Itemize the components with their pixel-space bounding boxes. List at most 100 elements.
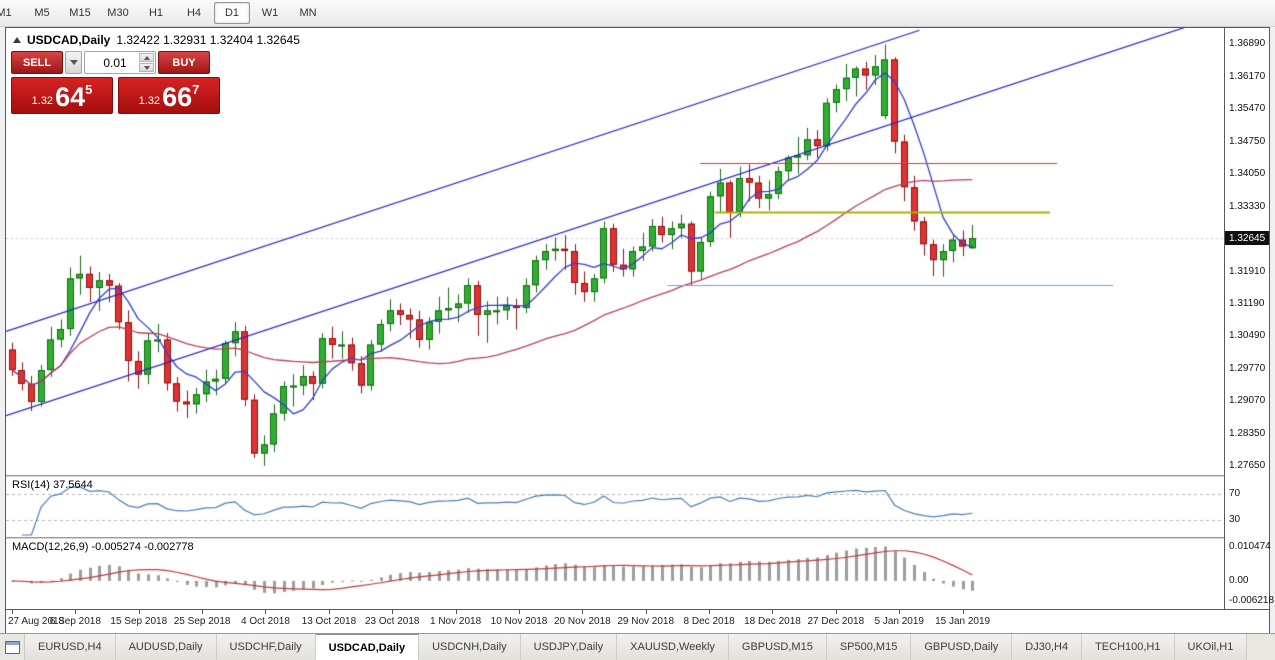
chart-symbol-title: USDCAD,Daily xyxy=(27,33,111,47)
chart-tab-gbpusd[interactable]: GBPUSD,Daily xyxy=(911,634,1013,660)
time-axis-tick xyxy=(709,610,710,614)
time-axis-label: 18 Dec 2018 xyxy=(744,616,801,627)
collapse-panel-icon[interactable] xyxy=(13,37,21,43)
time-axis-label: 6 Sep 2018 xyxy=(49,616,101,627)
time-axis-label: 10 Nov 2018 xyxy=(490,616,548,627)
sell-price-sup: 5 xyxy=(85,82,93,97)
sell-button[interactable]: SELL xyxy=(11,51,63,74)
chart-frame: USDCAD,Daily 1.32422 1.32931 1.32404 1.3… xyxy=(5,27,1274,634)
time-axis-label: 27 Aug 2018 xyxy=(8,616,65,627)
lot-decrease-button[interactable] xyxy=(139,63,154,72)
rsi-level-label: 30 xyxy=(1229,514,1241,526)
buy-button[interactable]: BUY xyxy=(158,51,210,74)
time-axis-label: 25 Sep 2018 xyxy=(173,616,231,627)
timeframe-button-m30[interactable]: M30 xyxy=(107,7,129,19)
time-axis-tick xyxy=(646,610,647,614)
time-axis-tick xyxy=(75,610,76,614)
panel-splitter[interactable] xyxy=(6,475,1269,477)
chart-tab-ukoil[interactable]: UKOil,H1 xyxy=(1174,634,1248,660)
chart-tab-audusd[interactable]: AUDUSD,Daily xyxy=(115,634,217,660)
time-axis[interactable]: 27 Aug 2018 6 Sep 2018 15 Sep 2018 25 Sep 2… xyxy=(6,609,1269,633)
chart-tab-usdchf[interactable]: USDCHF,Daily xyxy=(216,634,316,660)
panel-splitter[interactable] xyxy=(6,537,1269,539)
price-axis-label: 1.35470 xyxy=(1229,103,1266,115)
time-axis-tick xyxy=(899,610,900,614)
price-axis[interactable]: 1.36890 1.36170 1.35470 1.34750 1.34050 1.333… xyxy=(1224,28,1274,609)
price-axis-label: 1.34050 xyxy=(1229,167,1266,179)
macd-axis-label: 0.010474 xyxy=(1229,541,1271,552)
time-axis-tick xyxy=(202,610,203,614)
chart-tab-gbpusd[interactable]: GBPUSD,M15 xyxy=(728,634,827,660)
price-axis-label: 1.31190 xyxy=(1229,298,1265,310)
sell-price-big: 64 xyxy=(55,82,86,112)
time-axis-tick xyxy=(139,610,140,614)
time-axis-tick xyxy=(456,610,457,614)
rsi-level-label: 70 xyxy=(1229,487,1241,499)
price-axis-label: 1.36890 xyxy=(1229,38,1266,50)
price-axis-label: 1.29770 xyxy=(1229,363,1266,375)
sell-options-dropdown[interactable] xyxy=(65,51,82,74)
time-axis-label: 8 Dec 2018 xyxy=(683,616,735,627)
price-axis-label: 1.31910 xyxy=(1229,265,1266,277)
time-axis-label: 4 Oct 2018 xyxy=(240,616,290,627)
chart-header: USDCAD,Daily 1.32422 1.32931 1.32404 1.3… xyxy=(13,33,300,47)
chevron-down-icon xyxy=(69,60,78,65)
price-axis-label: 1.28350 xyxy=(1229,427,1266,439)
buy-price-tile[interactable]: 1.32 66 7 xyxy=(118,77,220,114)
chart-tab-usdcnh[interactable]: USDCNH,Daily xyxy=(419,634,521,660)
time-axis-tick xyxy=(519,610,520,614)
timeframe-button-h4[interactable]: H4 xyxy=(186,7,202,19)
timeframe-button-m5[interactable]: M5 xyxy=(34,7,50,19)
sell-price-tile[interactable]: 1.32 64 5 xyxy=(11,77,113,114)
chart-tab-usdjpy[interactable]: USDJPY,Daily xyxy=(520,634,618,660)
timeframe-button-m1[interactable]: M1 xyxy=(0,7,12,19)
price-axis-label: 1.34750 xyxy=(1229,136,1266,148)
time-axis-label: 20 Nov 2018 xyxy=(554,616,611,627)
rsi-header-label: RSI(14) 37.5644 xyxy=(12,479,93,491)
chevron-down-icon xyxy=(143,65,150,70)
time-axis-tick xyxy=(836,610,837,614)
chevron-up-icon xyxy=(143,55,150,60)
time-axis-tick xyxy=(265,610,266,614)
time-axis-label: 15 Jan 2019 xyxy=(935,616,991,627)
chart-ohlc-values: 1.32422 1.32931 1.32404 1.32645 xyxy=(116,33,300,47)
chart-tab-usdcad[interactable]: USDCAD,Daily xyxy=(315,634,420,660)
time-axis-label: 23 Oct 2018 xyxy=(364,616,420,627)
rsi-canvas[interactable] xyxy=(6,477,1224,537)
time-axis-label: 13 Oct 2018 xyxy=(301,616,357,627)
timeframe-button-mn[interactable]: MN xyxy=(299,7,317,19)
timeframe-toolbar: M1 M5 M15 M30 H1 H4 D1 W1 MN xyxy=(0,0,1275,27)
time-axis-tick xyxy=(963,610,964,614)
macd-canvas[interactable] xyxy=(6,539,1224,609)
buy-price-sup: 7 xyxy=(192,82,200,97)
time-axis-label: 27 Dec 2018 xyxy=(807,616,865,627)
time-axis-label: 15 Sep 2018 xyxy=(110,616,168,627)
lot-size-input[interactable] xyxy=(88,54,142,71)
chart-tab-eurusd[interactable]: EURUSD,H4 xyxy=(25,634,116,660)
window-glyph xyxy=(4,640,20,654)
timeframe-button-w1[interactable]: W1 xyxy=(261,7,279,19)
timeframe-button-h1[interactable]: H1 xyxy=(148,7,164,19)
chart-tab-dj30[interactable]: DJ30,H4 xyxy=(1012,634,1083,660)
current-price-tag: 1.32645 xyxy=(1225,231,1269,246)
chart-tab-xauusd[interactable]: XAUUSD,Weekly xyxy=(617,634,729,660)
timeframe-button-m15[interactable]: M15 xyxy=(69,7,91,19)
buy-price-big: 66 xyxy=(162,82,193,112)
one-click-trading-panel: SELL BUY 1.32 64 5 1.32 66 7 xyxy=(11,51,229,114)
lot-increase-button[interactable] xyxy=(139,53,154,62)
chart-tab-tech100[interactable]: TECH100,H1 xyxy=(1082,634,1175,660)
time-axis-tick xyxy=(392,610,393,614)
buy-price-prefix: 1.32 xyxy=(138,95,161,107)
time-axis-tick xyxy=(582,610,583,614)
lot-size-field xyxy=(84,51,156,74)
price-axis-label: 1.27650 xyxy=(1229,459,1266,471)
lot-spinner xyxy=(139,53,154,72)
timeframe-button-d1[interactable]: D1 xyxy=(214,2,250,24)
chart-tab-sp500[interactable]: SP500,M15 xyxy=(826,634,912,660)
price-axis-label: 1.29070 xyxy=(1229,395,1266,407)
chart-tab-bar: EURUSD,H4 AUDUSD,Daily USDCHF,Daily USDCAD,… xyxy=(0,633,1275,660)
time-axis-tick xyxy=(12,610,13,614)
time-axis-label: 29 Nov 2018 xyxy=(617,616,675,627)
macd-axis-label: -0.006218 xyxy=(1229,595,1275,606)
